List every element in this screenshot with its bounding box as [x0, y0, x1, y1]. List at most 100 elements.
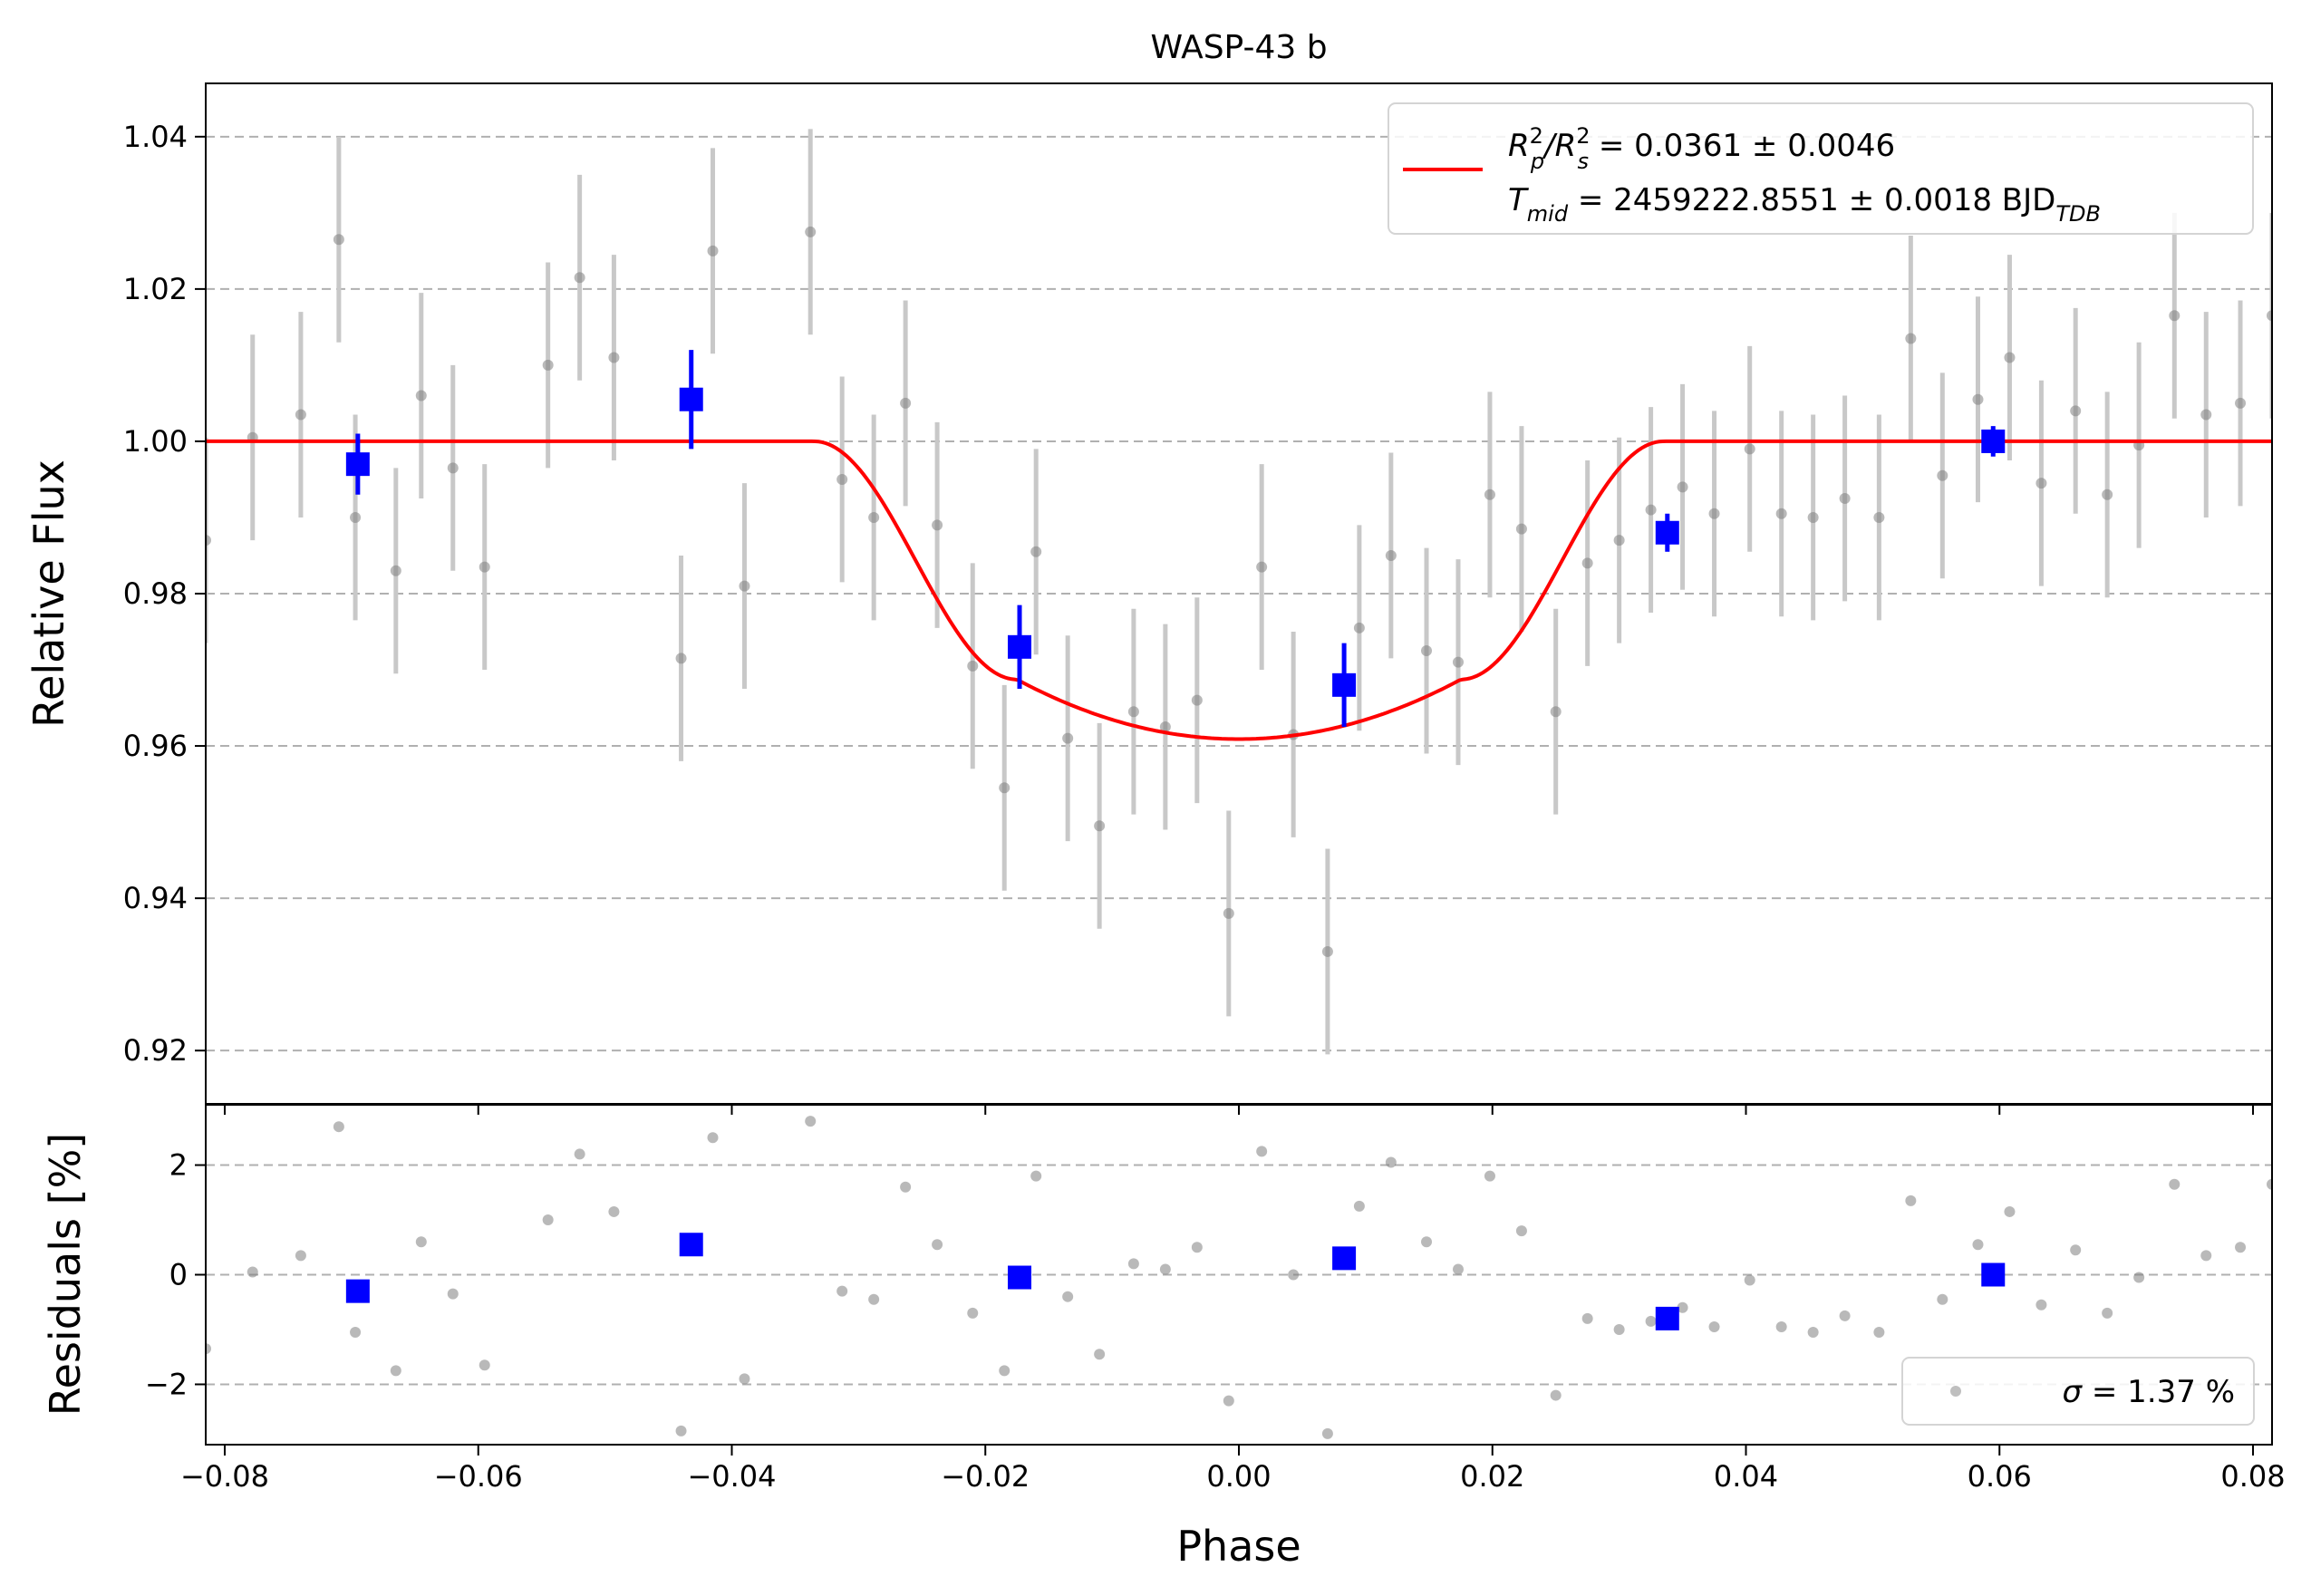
- raw-point: [1127, 706, 1139, 718]
- raw-point: [1385, 549, 1397, 561]
- phase-x-tick-label: −0.08: [180, 1459, 269, 1494]
- raw-point: [1581, 557, 1593, 569]
- residual-point: [1807, 1327, 1819, 1339]
- transit-model-line: [206, 439, 2272, 741]
- raw-point: [1677, 481, 1688, 493]
- raw-point: [1421, 645, 1433, 657]
- chart-title: WASP-43 b: [1150, 29, 1327, 66]
- residual-point: [900, 1181, 912, 1193]
- raw-point: [2235, 397, 2247, 409]
- raw-point: [1256, 561, 1268, 573]
- raw-point: [1775, 508, 1787, 519]
- residual-binned-point: [1332, 1246, 1357, 1271]
- residual-point: [707, 1132, 719, 1144]
- raw-point: [1353, 622, 1365, 634]
- residual-point: [1708, 1320, 1720, 1332]
- residual-legend-box: [1901, 1357, 2255, 1426]
- raw-point: [608, 352, 620, 363]
- phase-x-tick-label: −0.02: [941, 1459, 1030, 1494]
- raw-point: [333, 234, 344, 246]
- residual-y-ticks: −2 0 2: [145, 1148, 206, 1401]
- raw-point: [1030, 546, 1042, 557]
- residual-binned-points: [345, 1233, 2006, 1330]
- raw-point: [1937, 469, 1948, 481]
- raw-point: [1452, 656, 1464, 668]
- raw-point: [1839, 492, 1851, 504]
- residual-point: [805, 1116, 817, 1127]
- residual-y-axis-label: Residuals [%]: [41, 1133, 90, 1416]
- flux-y-tick-label: 0.94: [123, 881, 188, 915]
- residual-point: [999, 1365, 1010, 1377]
- residual-point: [2102, 1307, 2113, 1319]
- residual-point: [1581, 1312, 1593, 1324]
- raw-point: [574, 272, 585, 284]
- residual-point: [1288, 1269, 1300, 1281]
- residual-point: [1159, 1263, 1171, 1275]
- raw-point: [2070, 405, 2082, 417]
- residual-point: [415, 1236, 427, 1248]
- residual-point: [390, 1365, 401, 1377]
- flux-y-axis-label: Relative Flux: [24, 459, 73, 728]
- residual-legend: σ = 1.37 %: [1901, 1357, 2255, 1426]
- residual-point: [447, 1288, 459, 1300]
- residual-point: [1613, 1323, 1625, 1335]
- raw-point: [2267, 310, 2272, 322]
- raw-point: [2004, 352, 2016, 363]
- raw-point: [390, 565, 401, 576]
- residual-point: [1550, 1389, 1562, 1401]
- flux-y-tick-label: 0.98: [123, 576, 188, 611]
- phase-x-tick-label: 0.02: [1460, 1459, 1524, 1494]
- flux-y-ticks: 0.92 0.94 0.96 0.98 1.00 1.02 1.04: [123, 120, 2255, 1115]
- residual-point: [2004, 1205, 2016, 1217]
- raw-point: [707, 245, 719, 256]
- residual-point: [932, 1239, 943, 1251]
- raw-point: [1807, 511, 1819, 523]
- flux-y-tick-label: 0.96: [123, 729, 188, 763]
- residual-point: [1094, 1349, 1106, 1360]
- residual-point: [967, 1307, 979, 1319]
- raw-point: [350, 511, 362, 523]
- flux-grid: [206, 135, 2272, 1052]
- residual-point: [1127, 1258, 1139, 1270]
- raw-point: [999, 782, 1010, 794]
- residual-point: [542, 1214, 554, 1226]
- residual-point: [836, 1285, 848, 1297]
- residual-point: [2267, 1178, 2272, 1190]
- residual-binned-point: [679, 1233, 703, 1257]
- phase-x-tick-label: 0.04: [1714, 1459, 1778, 1494]
- residual-point: [675, 1425, 687, 1436]
- residual-point: [1452, 1263, 1464, 1275]
- binned-point: [345, 452, 370, 477]
- raw-point: [1744, 443, 1755, 455]
- raw-points: [206, 226, 2272, 957]
- residual-point: [1744, 1274, 1755, 1286]
- raw-error-bars: [206, 129, 2272, 1055]
- raw-point: [1484, 488, 1495, 500]
- binned-point: [1332, 672, 1357, 697]
- binned-points: [345, 350, 2006, 728]
- flux-legend-box: [1388, 102, 2254, 235]
- residual-point: [479, 1359, 490, 1371]
- residual-point: [1937, 1293, 1948, 1305]
- flux-y-tick-label: 1.02: [123, 272, 188, 306]
- residual-point: [1677, 1301, 1688, 1313]
- flux-legend: R2 p/R2 s = 0.0361 ± 0.0046 Tmid = 2459222…: [1388, 102, 2254, 235]
- residual-point: [1775, 1320, 1787, 1332]
- legend-sigma: σ = 1.37 %: [2063, 1374, 2235, 1410]
- residual-point: [1515, 1225, 1527, 1237]
- raw-point: [675, 653, 687, 664]
- residual-binned-point: [345, 1279, 370, 1303]
- raw-point: [1515, 523, 1527, 535]
- residual-point: [2070, 1244, 2082, 1256]
- raw-point: [1613, 535, 1625, 547]
- residual-y-tick-label: 0: [169, 1258, 188, 1292]
- raw-point: [447, 462, 459, 474]
- raw-point: [1972, 393, 1984, 405]
- raw-point: [542, 359, 554, 371]
- residual-point: [1385, 1156, 1397, 1168]
- raw-point: [206, 535, 211, 547]
- binned-point: [679, 387, 703, 411]
- raw-point: [2102, 488, 2113, 500]
- raw-point: [415, 390, 427, 401]
